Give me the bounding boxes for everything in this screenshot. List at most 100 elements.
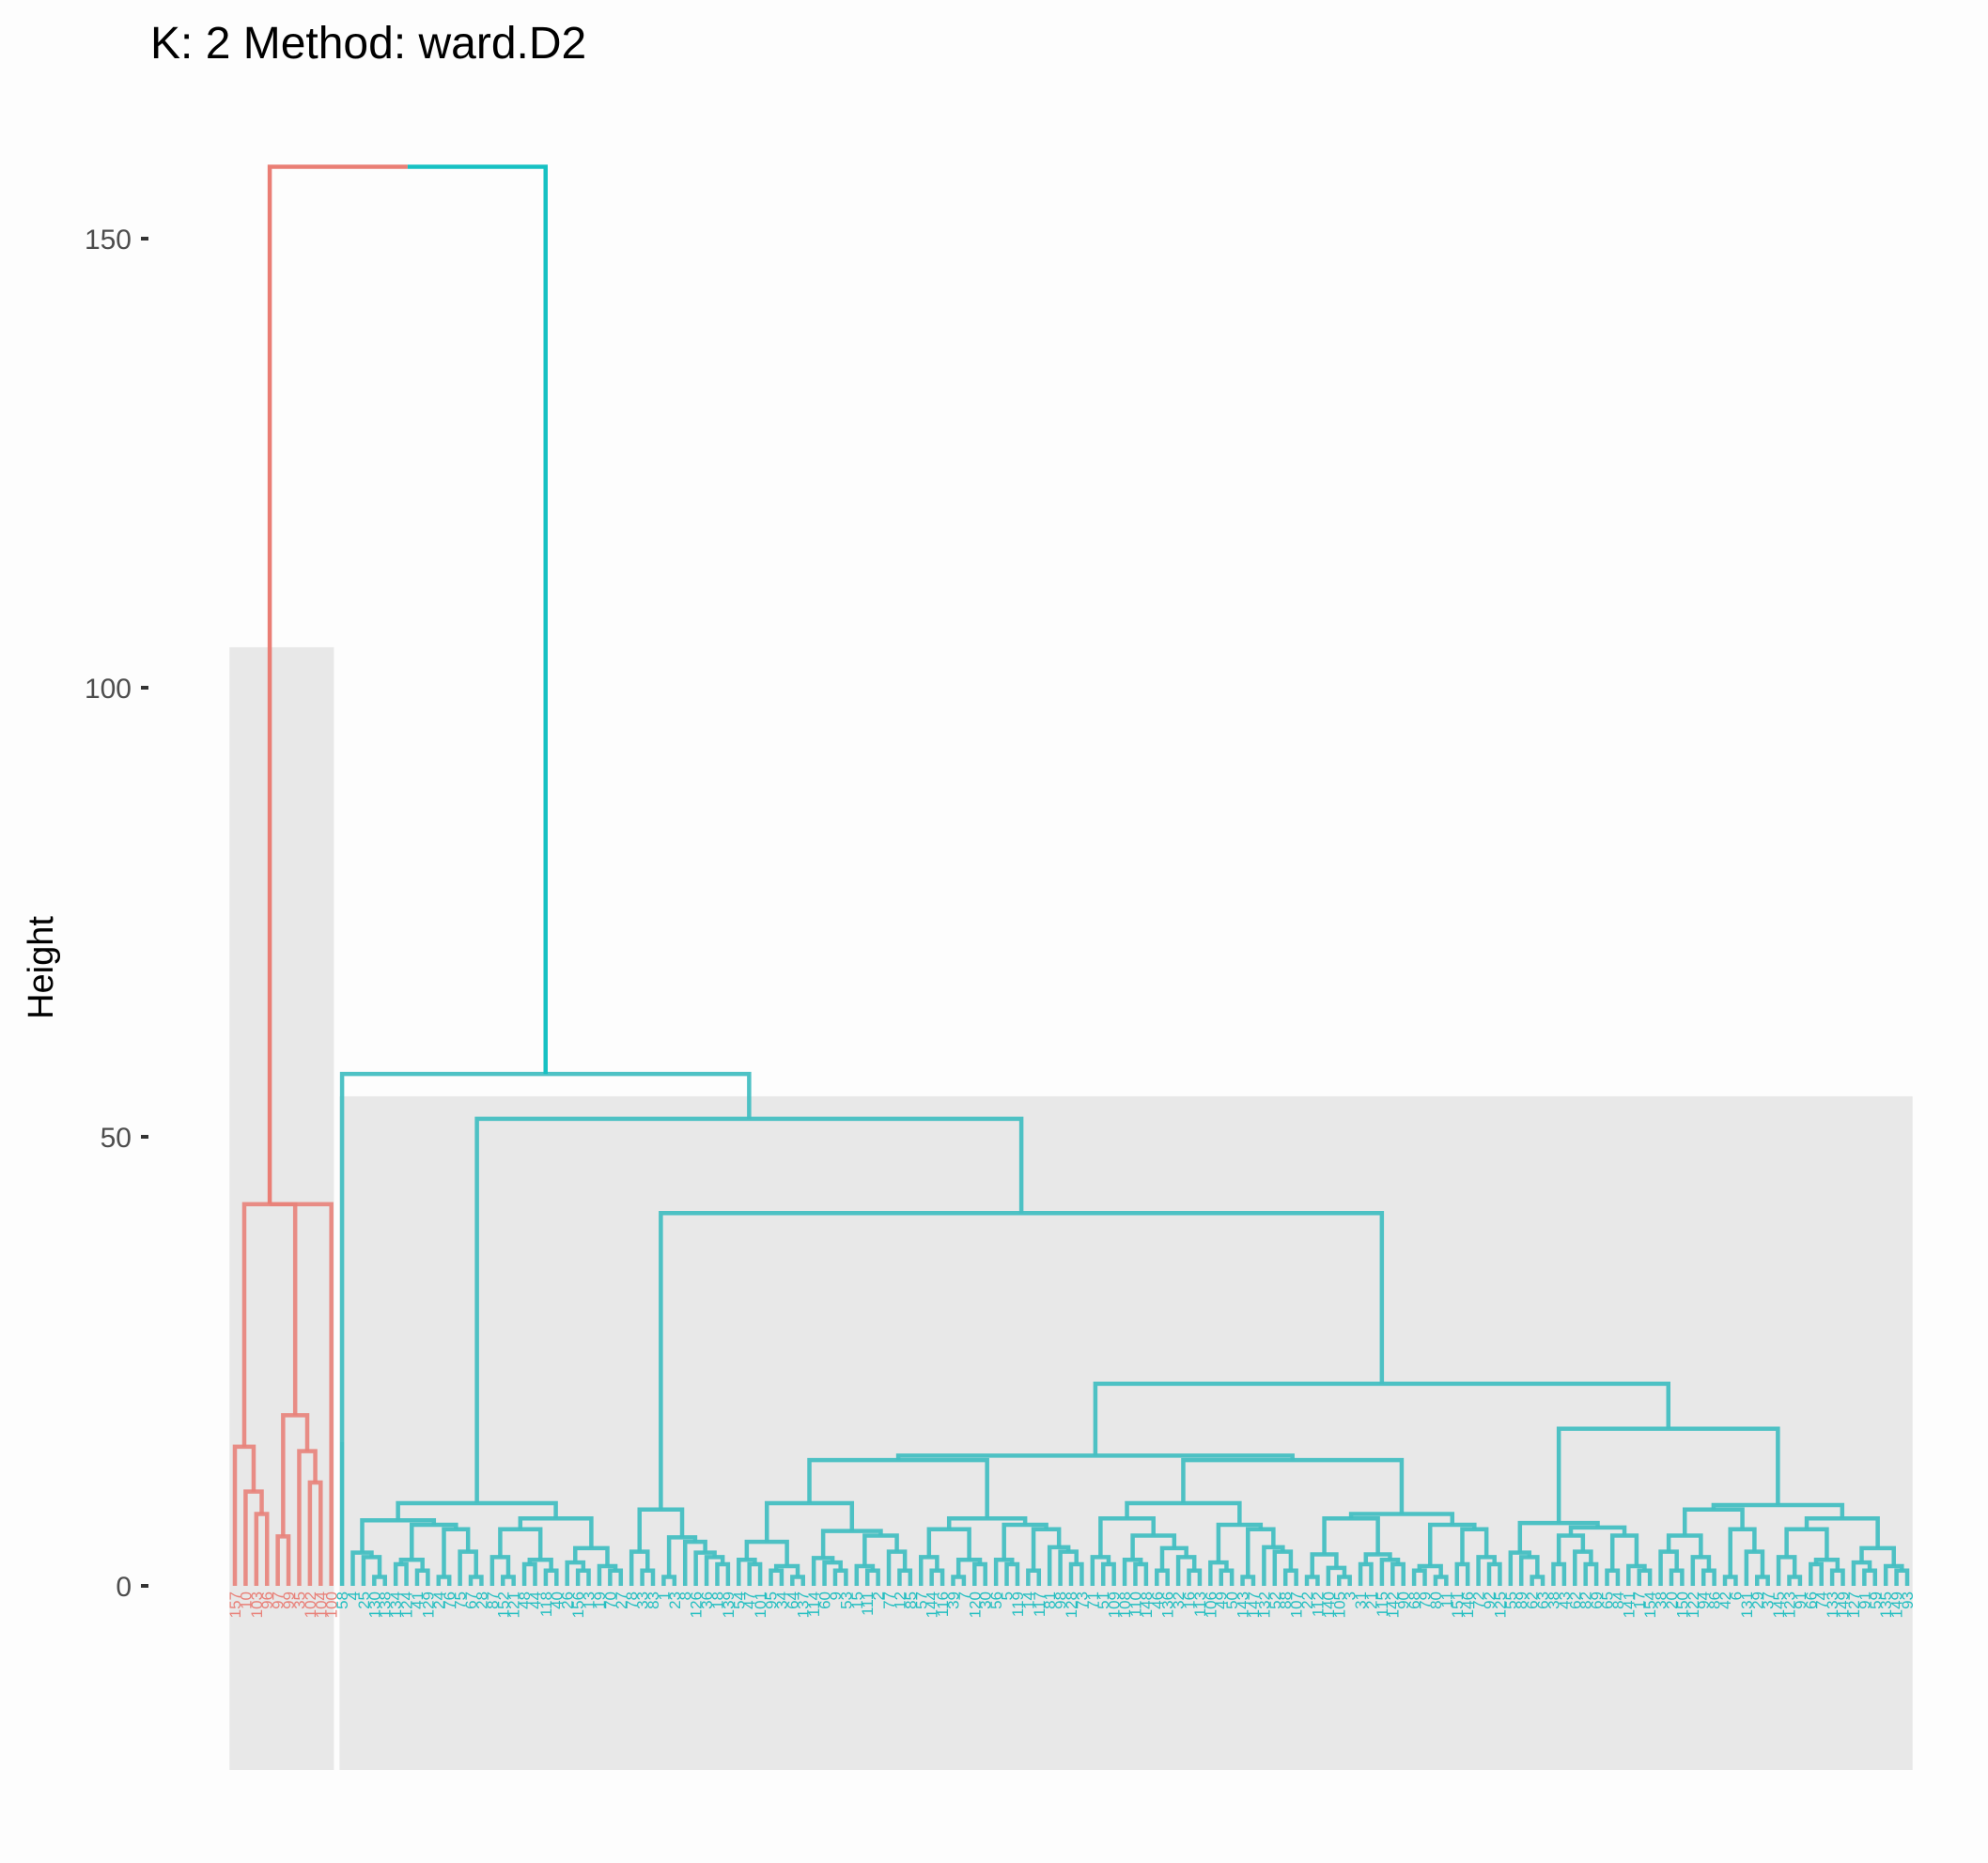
- cluster2-branch: [1486, 1561, 1502, 1586]
- leaf-label: 145: [1770, 1591, 1788, 1618]
- leaf-label: 91: [1792, 1591, 1809, 1609]
- cluster2-branch: [1637, 1568, 1653, 1586]
- leaf-label: 74: [1813, 1591, 1831, 1609]
- leaf-label: 116: [934, 1591, 952, 1617]
- leaf-label: 88: [1277, 1591, 1295, 1609]
- cluster2-branch: [1859, 1545, 1896, 1566]
- cluster2-branch: [1379, 1558, 1401, 1586]
- cluster2-branch: [919, 1555, 940, 1586]
- leaf-label: 59: [1867, 1591, 1885, 1609]
- leaf-label: 98: [1052, 1591, 1070, 1609]
- leaf-label: 69: [1588, 1591, 1606, 1609]
- leaf-label: 25: [355, 1591, 373, 1609]
- cluster2-branch: [1669, 1568, 1685, 1586]
- cluster2-branch: [1417, 1563, 1443, 1577]
- leaf-label: 102: [302, 1591, 319, 1618]
- cluster2-branch: [1026, 1568, 1042, 1586]
- leaf-label: 49: [1213, 1591, 1231, 1609]
- leaf-label: 43: [1556, 1591, 1574, 1609]
- leaf-label: 28: [473, 1591, 490, 1609]
- leaf-label: 38: [1545, 1591, 1562, 1609]
- cluster2-branch: [597, 1563, 618, 1586]
- cluster2-branch: [993, 1558, 1015, 1586]
- leaf-label: 105: [1330, 1591, 1348, 1618]
- leaf-label: 50: [1223, 1591, 1241, 1609]
- leaf-label: 13: [581, 1591, 598, 1609]
- leaf-label: 104: [312, 1591, 330, 1618]
- cluster2-branch: [864, 1568, 880, 1586]
- cluster2-branch: [747, 1561, 763, 1586]
- leaf-label: 115: [1374, 1591, 1391, 1617]
- cluster2-branch: [521, 1561, 537, 1586]
- leaf-label: 141: [1620, 1591, 1638, 1618]
- cluster2-branch: [1894, 1568, 1910, 1586]
- y-tick-label: 100: [85, 674, 132, 705]
- leaf-label: 149: [1835, 1591, 1853, 1618]
- leaf-label: 96: [258, 1591, 276, 1609]
- leaf-label: 111: [859, 1591, 877, 1616]
- root-branch-right: [407, 164, 548, 1075]
- leaf-label: 120: [966, 1591, 984, 1618]
- leaf-label: 133: [1824, 1591, 1841, 1618]
- cluster2-branch: [527, 1558, 553, 1571]
- cluster2-branch: [1813, 1558, 1840, 1571]
- cluster2-branch: [640, 1568, 656, 1586]
- cluster2-branch: [897, 1568, 913, 1586]
- leaf-label: 81: [1041, 1591, 1059, 1609]
- cluster2-branch: [398, 1558, 425, 1571]
- cluster2-branch: [1829, 1568, 1845, 1586]
- cluster2-branch: [1100, 1561, 1116, 1586]
- leaf-label: 70: [601, 1591, 619, 1609]
- leaf-label: 8: [676, 1591, 694, 1600]
- leaf-label: 150: [1673, 1591, 1691, 1618]
- leaf-label: 97: [270, 1591, 287, 1609]
- leaf-label: 56: [987, 1591, 1005, 1609]
- leaf-label: 57: [912, 1591, 930, 1609]
- leaf-label: 72: [1470, 1591, 1488, 1609]
- cluster2-branch: [575, 1568, 591, 1586]
- leaf-label: 76: [441, 1591, 458, 1609]
- leaf-label: 31: [1352, 1591, 1370, 1609]
- leaf-label: 52: [1266, 1591, 1284, 1609]
- leaf-label: 117: [1031, 1591, 1048, 1617]
- leaf-label: 14: [1019, 1591, 1037, 1609]
- y-tick-label: 50: [101, 1123, 132, 1154]
- cluster1-branch: [270, 1202, 334, 1586]
- leaf-label: 16: [1181, 1591, 1199, 1609]
- leaf-label: 122: [1685, 1591, 1702, 1618]
- leaf-label: 118: [537, 1591, 555, 1617]
- cluster2-branch: [1809, 1561, 1824, 1586]
- leaf-label: 71: [1084, 1591, 1102, 1609]
- cluster2-branch: [682, 1539, 707, 1586]
- leaf-label: 27: [613, 1591, 630, 1609]
- cluster-rect-2: [339, 1095, 1913, 1770]
- leaf-label: 103: [248, 1591, 266, 1618]
- leaf-label: 130: [365, 1591, 383, 1618]
- cluster2-branch: [414, 1568, 430, 1586]
- cluster2-branch: [1862, 1568, 1878, 1586]
- cluster2-branch: [361, 1555, 382, 1586]
- leaf-label: 156: [569, 1591, 587, 1618]
- leaf-label: 53: [837, 1591, 855, 1609]
- leaf-label: 108: [1116, 1591, 1134, 1618]
- leaf-label: 75: [452, 1591, 470, 1609]
- leaf-label: 85: [902, 1591, 920, 1609]
- leaf-label: 34: [773, 1591, 791, 1609]
- cluster2-branch: [693, 1550, 717, 1586]
- leaf-label: 17: [1631, 1591, 1649, 1609]
- leaf-label: 119: [1009, 1591, 1027, 1617]
- cluster2-branch: [1187, 1568, 1203, 1586]
- leaf-label: 60: [816, 1591, 834, 1609]
- cluster2-branch: [929, 1568, 945, 1586]
- leaf-label: 128: [1063, 1591, 1080, 1618]
- leaf-label: 36: [698, 1591, 716, 1609]
- leaf-label: 26: [559, 1591, 577, 1609]
- leaf-label: 79: [1417, 1591, 1435, 1609]
- cluster2-branch: [1068, 1561, 1084, 1586]
- cluster2-branch: [1175, 1555, 1197, 1586]
- leaf-label: 1: [655, 1591, 673, 1600]
- leaf-label: 101: [752, 1591, 769, 1618]
- cluster2-branch: [744, 1539, 789, 1566]
- cluster2-branch: [1219, 1568, 1235, 1586]
- leaf-label: 148: [1138, 1591, 1156, 1618]
